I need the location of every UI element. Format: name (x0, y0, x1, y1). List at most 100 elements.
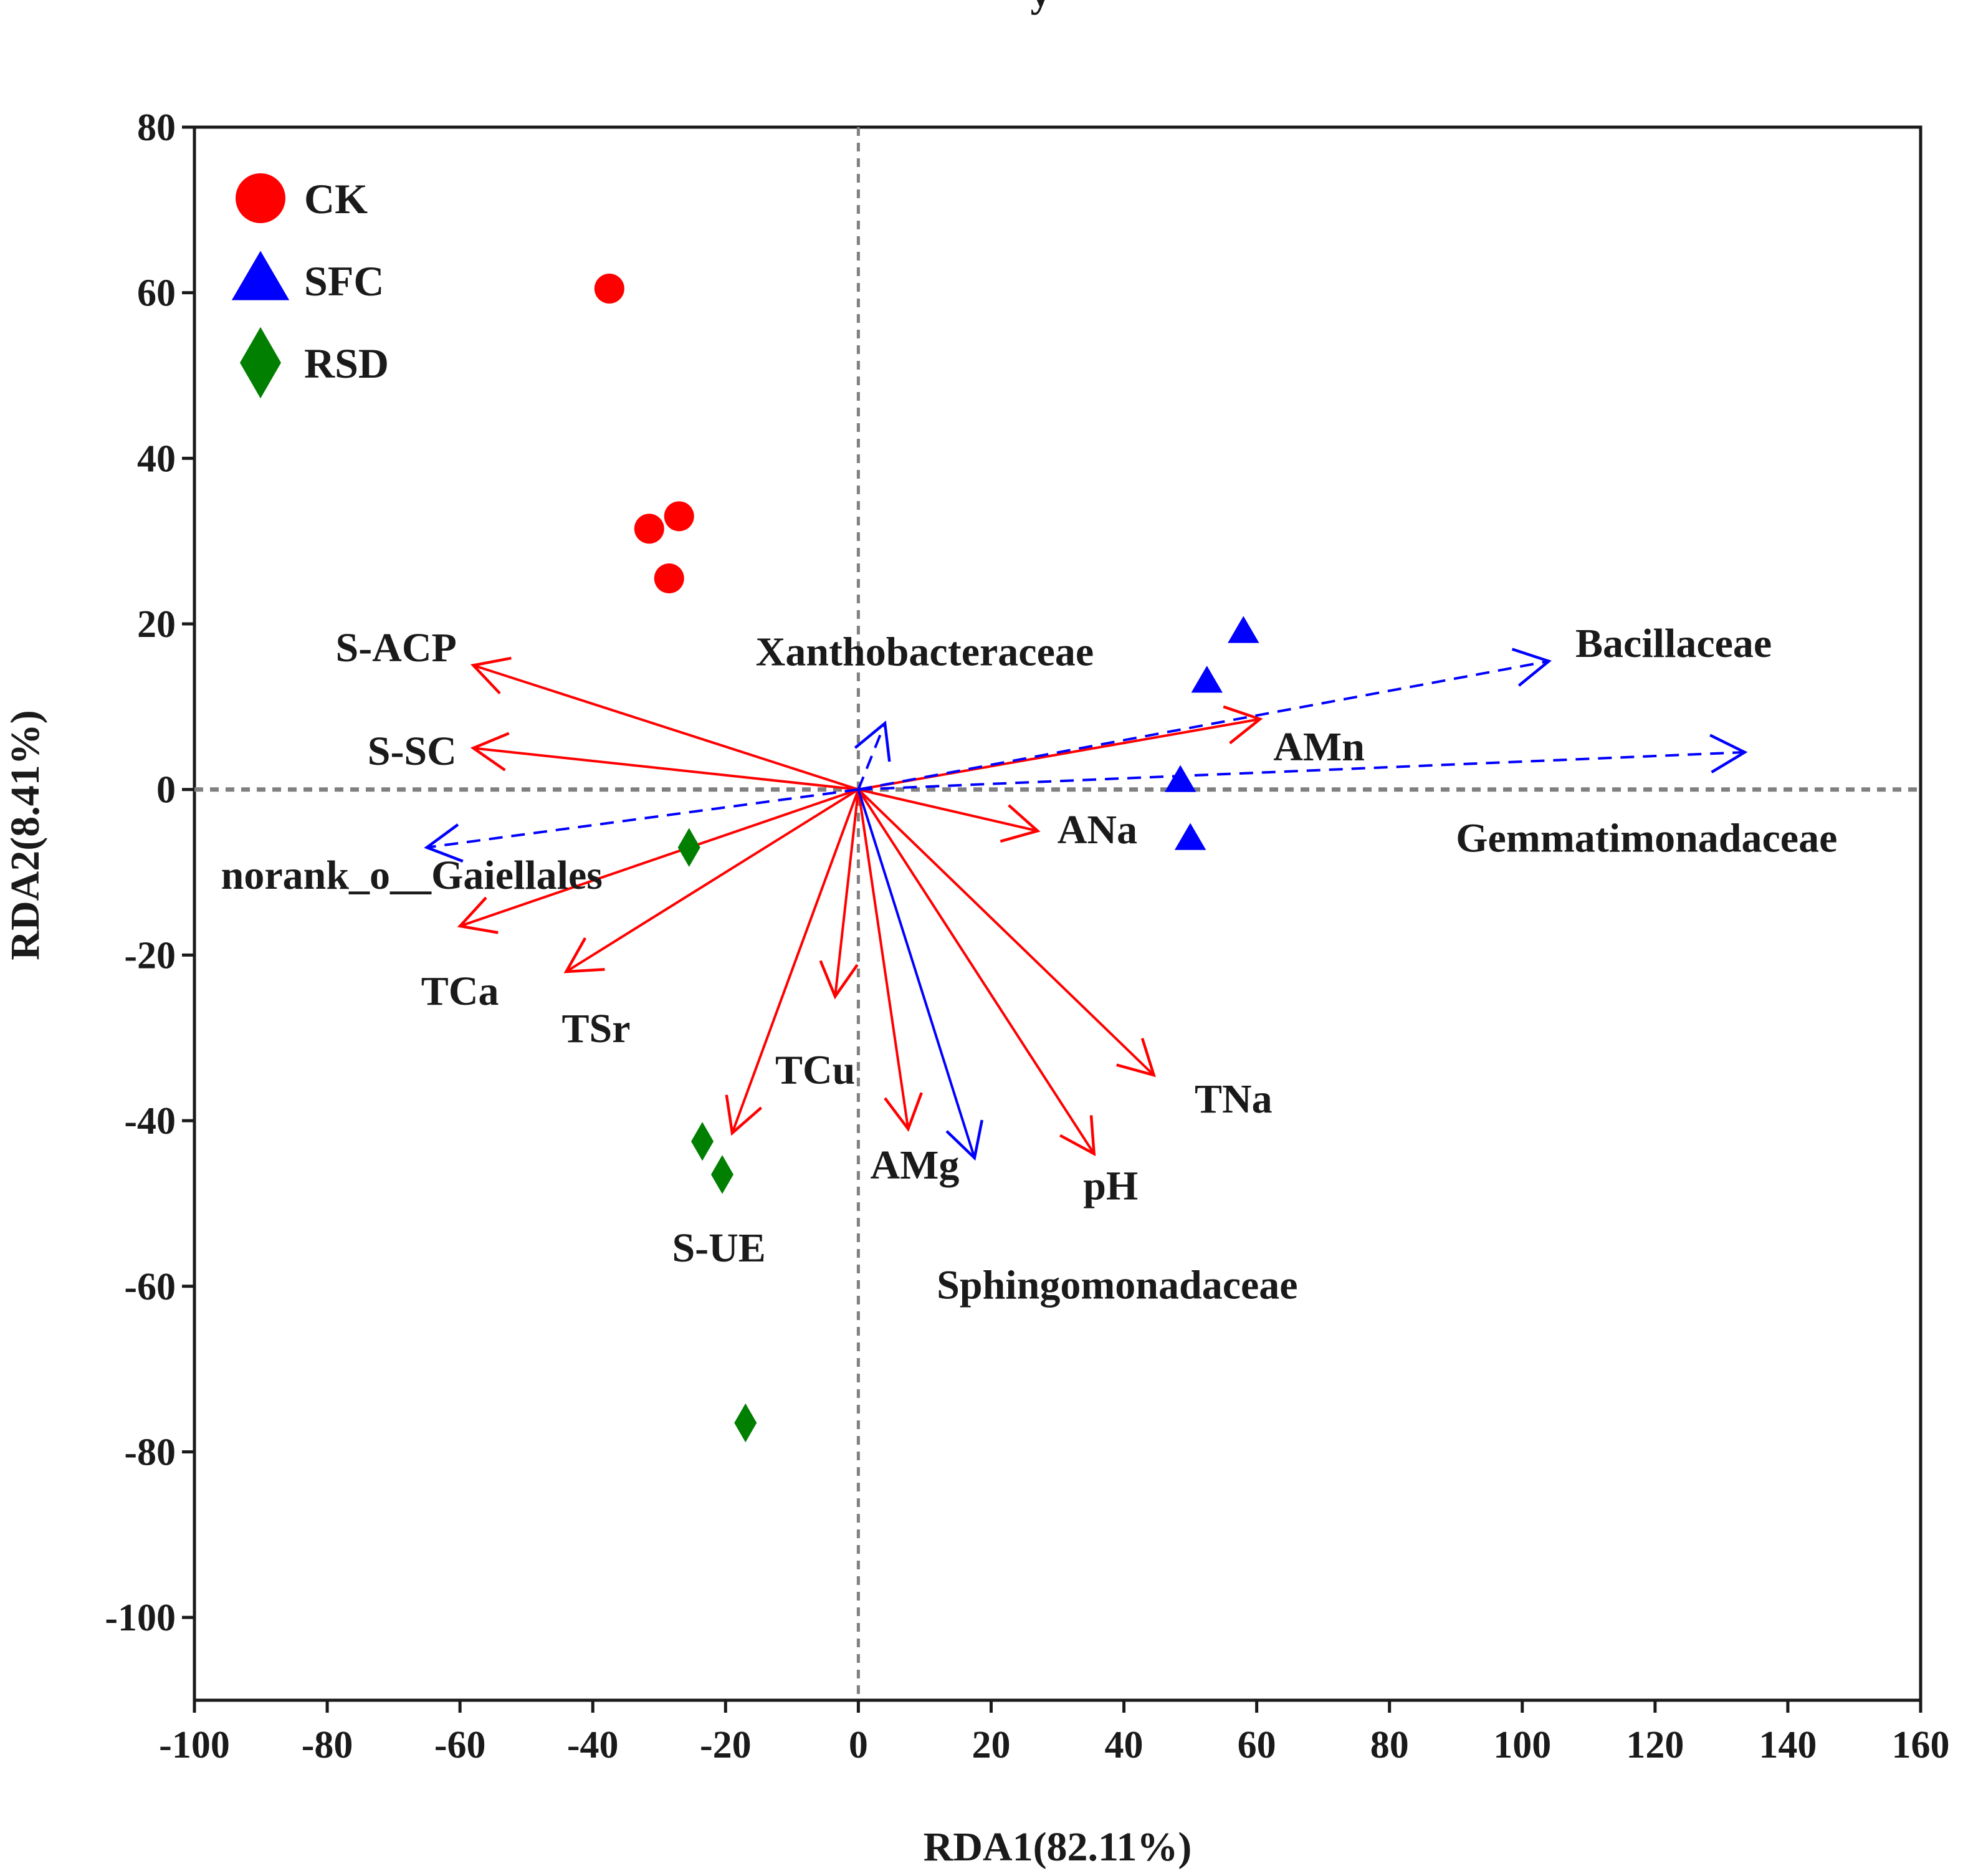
vector-label-gemmatimonadaceae: Gemmatimonadaceae (1456, 815, 1837, 861)
point-rsd (734, 1403, 757, 1443)
env-vector-arrowhead (457, 896, 499, 934)
x-tick-label: 20 (972, 1724, 1010, 1766)
point-ck (664, 501, 694, 532)
vector-label-s-ue: S-UE (672, 1225, 765, 1271)
legend-item-rsd: RSD (240, 327, 389, 399)
env-vector-arrowhead (470, 732, 510, 772)
y-tick-label: -80 (124, 1431, 176, 1473)
env-vector-tcu (819, 789, 860, 1000)
env-vector-tca (457, 788, 859, 934)
point-ck (634, 514, 664, 544)
legend-marker-rsd (240, 327, 281, 399)
vector-label-tcu: TCu (775, 1047, 855, 1093)
species-vector-line (858, 750, 1745, 791)
env-vector-arrowhead (725, 1094, 763, 1136)
species-vector-line (857, 789, 976, 1159)
vector-label-tca: TCa (421, 969, 499, 1014)
x-tick-label: -60 (434, 1724, 486, 1766)
x-tick-label: -20 (700, 1724, 752, 1766)
x-tick-label: -80 (302, 1724, 353, 1766)
chart-subtitle: y (1031, 0, 1051, 16)
y-tick-label: -60 (124, 1266, 176, 1308)
env-vector-arrowhead (1000, 804, 1041, 843)
env-vector-line (857, 789, 910, 1129)
legend-label-sfc: SFC (304, 257, 384, 305)
species-vector-arrowhead (854, 720, 891, 762)
series-rsd (677, 828, 757, 1443)
point-rsd (710, 1155, 733, 1194)
x-axis-title: RDA1(82.11%) (924, 1824, 1192, 1870)
plot-area-frame (193, 125, 1922, 1702)
species-vector-bacillaceae (858, 648, 1552, 791)
vector-label-tsr: TSr (562, 1006, 631, 1051)
vector-label-amg: AMg (870, 1142, 959, 1188)
env-vector-line (459, 788, 859, 927)
env-vector-line (473, 747, 859, 791)
species-vector-arrowhead (1709, 734, 1748, 773)
env-vector-tsr (563, 788, 859, 974)
vector-label-xanthobacteraceae: Xanthobacteraceae (756, 629, 1094, 674)
vector-label-amn: AMn (1273, 724, 1365, 770)
y-tick-label: 0 (156, 769, 176, 811)
env-vector-s-ue (725, 789, 860, 1136)
species-vector-arrowhead (945, 1119, 984, 1161)
vector-label-ph: pH (1083, 1163, 1138, 1208)
vector-label-ana: ANa (1058, 807, 1137, 853)
env-vector-s-sc (470, 732, 859, 791)
point-sfc (1191, 666, 1223, 693)
env-vector-arrowhead (470, 656, 512, 695)
legend-marker-sfc (231, 251, 290, 300)
species-vector-gemmatimonadaceae (858, 734, 1748, 791)
y-tick-label: 40 (137, 438, 176, 480)
env-vector-line (834, 789, 860, 997)
x-tick-label: 100 (1493, 1724, 1551, 1766)
vector-label-norank-o-gaiellales: norank_o__Gaiellales (221, 853, 603, 898)
x-tick-label: 140 (1759, 1724, 1817, 1766)
y-tick-label: -40 (124, 1100, 176, 1142)
env-vector-arrowhead (563, 937, 605, 974)
env-vector-arrowhead (884, 1092, 923, 1132)
y-tick-label: 20 (137, 603, 176, 646)
y-tick-label: 60 (137, 272, 176, 315)
env-vector-arrowhead (1116, 1038, 1156, 1078)
x-tick-label: 160 (1892, 1724, 1950, 1766)
env-vector-amg (857, 789, 923, 1132)
legend-item-ck: CK (236, 173, 368, 223)
y-tick-label: -100 (105, 1597, 176, 1639)
legend-label-ck: CK (304, 175, 368, 223)
species-vector-line (426, 788, 859, 849)
vector-label-sphingomonadaceae: Sphingomonadaceae (937, 1263, 1297, 1308)
point-sfc (1228, 616, 1259, 643)
env-vector-arrowhead (1223, 705, 1263, 745)
legend-marker-ck (236, 173, 285, 223)
env-vector-line (857, 788, 1155, 1076)
point-ck (594, 274, 624, 304)
point-rsd (677, 828, 700, 867)
point-ck (654, 563, 684, 593)
x-tick-label: 60 (1238, 1724, 1276, 1766)
env-vector-arrowhead (819, 960, 859, 1000)
species-vector-xanthobacteraceae (854, 720, 891, 790)
series-ck (594, 274, 694, 593)
env-vector-line (857, 788, 1038, 833)
species-vector-sphingomonadaceae (857, 789, 984, 1161)
env-vector-line (565, 788, 859, 973)
y-tick-label: 80 (137, 107, 176, 149)
legend-item-sfc: SFC (231, 251, 384, 305)
species-vector-arrowhead (424, 823, 464, 863)
x-tick-label: -100 (159, 1724, 230, 1766)
env-vector-line (731, 789, 860, 1134)
x-tick-label: 0 (849, 1724, 868, 1766)
series-sfc (1164, 616, 1259, 850)
env-vector-line (857, 788, 1096, 1155)
legend-label-rsd: RSD (304, 340, 389, 387)
vector-label-s-sc: S-SC (368, 729, 457, 774)
y-axis-title: RDA2(8.41%) (2, 710, 48, 960)
x-tick-label: 120 (1626, 1724, 1684, 1766)
y-tick-label: -20 (124, 934, 176, 977)
vector-label-s-acp: S-ACP (335, 625, 456, 671)
env-vector-s-acp (470, 656, 859, 791)
point-sfc (1174, 823, 1206, 850)
